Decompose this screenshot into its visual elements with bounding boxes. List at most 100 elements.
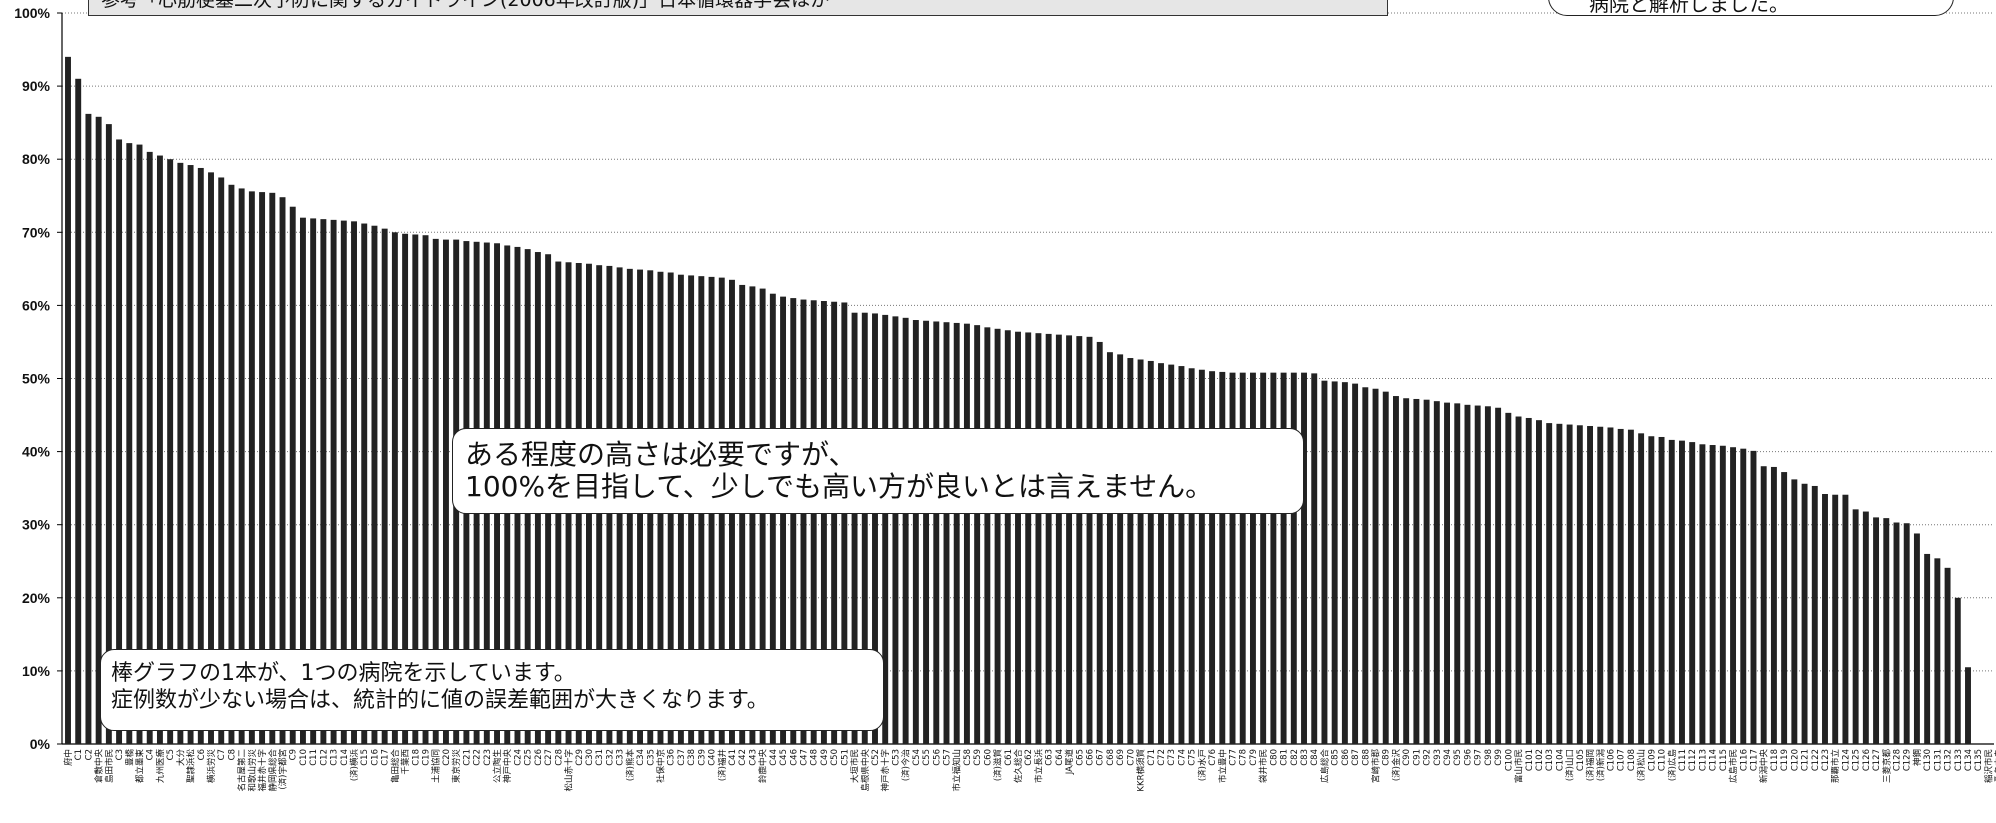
bar bbox=[1525, 417, 1532, 744]
bar bbox=[1352, 383, 1359, 744]
bar bbox=[882, 314, 889, 744]
x-tick-label: C68 bbox=[1106, 749, 1116, 766]
bar bbox=[1893, 522, 1900, 744]
x-tick-label: C84 bbox=[1310, 749, 1320, 766]
bar bbox=[432, 238, 439, 744]
x-tick-label: C72 bbox=[1157, 749, 1167, 766]
bar bbox=[1423, 399, 1430, 744]
x-tick-label: (済)福井 bbox=[717, 749, 728, 781]
y-tick-label: 10% bbox=[22, 663, 51, 679]
bar bbox=[1709, 445, 1716, 744]
x-tick-label: C3 bbox=[115, 749, 125, 760]
x-tick-label: C115 bbox=[1719, 749, 1729, 771]
x-tick-label: C42 bbox=[738, 749, 748, 766]
x-tick-label: C77 bbox=[1229, 749, 1239, 766]
x-tick-label: C7 bbox=[217, 749, 227, 760]
x-tick-label: C73 bbox=[1167, 749, 1177, 766]
x-tick-label: 千葉西 bbox=[400, 749, 411, 775]
x-tick-label: 稲沢市民 bbox=[1983, 749, 1994, 783]
bar bbox=[1341, 382, 1348, 744]
bar bbox=[412, 234, 419, 745]
bar bbox=[105, 124, 112, 744]
x-tick-label: C8 bbox=[227, 749, 237, 760]
x-tick-label: C128 bbox=[1892, 749, 1902, 771]
x-tick-label: C127 bbox=[1872, 749, 1882, 771]
bar bbox=[1188, 368, 1195, 744]
x-tick-label: C122 bbox=[1811, 749, 1821, 771]
bar bbox=[994, 328, 1001, 744]
x-tick-label: C36 bbox=[667, 749, 677, 766]
x-tick-label: C54 bbox=[912, 749, 922, 766]
x-tick-label: C6 bbox=[197, 749, 207, 760]
x-tick-label: C121 bbox=[1801, 749, 1811, 771]
x-tick-label: (済)水戸 bbox=[1197, 749, 1208, 781]
x-tick-label: C53 bbox=[891, 749, 901, 766]
bar bbox=[1719, 445, 1726, 744]
center-callout: ある程度の高さは必要ですが、 100%を目指して、少しでも高い方が良いとは言えま… bbox=[452, 428, 1304, 514]
bar bbox=[167, 159, 174, 744]
x-tick-label: C98 bbox=[1484, 749, 1494, 766]
x-tick-label: 広島市民 bbox=[1728, 749, 1739, 783]
x-tick-label: 名古屋第二 bbox=[237, 749, 248, 792]
bar bbox=[442, 239, 449, 745]
bar bbox=[851, 312, 858, 744]
x-tick-label: C102 bbox=[1535, 749, 1545, 771]
bar bbox=[1934, 558, 1941, 744]
bar bbox=[1004, 330, 1011, 744]
bar bbox=[1536, 420, 1542, 744]
x-tick-label: C71 bbox=[1147, 749, 1157, 766]
x-tick-label: C110 bbox=[1658, 749, 1668, 771]
x-tick-label: C34 bbox=[636, 749, 646, 766]
x-tick-label: C31 bbox=[595, 749, 605, 766]
x-tick-label: 島根県中央 bbox=[860, 749, 871, 792]
x-tick-label: C45 bbox=[779, 749, 789, 766]
bar bbox=[116, 139, 123, 744]
bar bbox=[1668, 439, 1675, 744]
x-tick-label: 豊橋 bbox=[124, 749, 135, 767]
x-tick-label: 広島総合 bbox=[1319, 749, 1330, 784]
bar bbox=[1198, 369, 1205, 744]
x-tick-label: C133 bbox=[1954, 749, 1964, 771]
x-tick-label: C9 bbox=[289, 749, 299, 760]
x-tick-label: 袋井市民 bbox=[1258, 749, 1269, 783]
x-tick-label: 都立墨東 bbox=[135, 749, 146, 784]
bar bbox=[1433, 401, 1440, 744]
center-callout-line-2: 100%を目指して、少しでも高い方が良いとは言えません。 bbox=[465, 470, 1214, 503]
bar bbox=[1750, 450, 1757, 744]
x-tick-label: C116 bbox=[1739, 749, 1749, 771]
x-tick-label: C104 bbox=[1555, 749, 1565, 771]
x-tick-label: C79 bbox=[1249, 749, 1259, 766]
bar bbox=[299, 217, 306, 744]
bar bbox=[1219, 371, 1226, 744]
guideline-reference-note: 参考「心筋梗塞二次予防に関するガイドライン(2006年改訂版)」日本循環器学会ほ… bbox=[88, 0, 1388, 16]
bar bbox=[1301, 372, 1307, 744]
x-tick-label: C89 bbox=[1382, 749, 1392, 766]
bar bbox=[1638, 433, 1645, 744]
x-tick-label: C126 bbox=[1862, 749, 1872, 771]
bar bbox=[126, 143, 133, 745]
x-tick-label: C105 bbox=[1576, 749, 1586, 771]
x-tick-label: C30 bbox=[585, 749, 595, 766]
x-tick-label: C81 bbox=[1280, 749, 1290, 766]
x-tick-label: C60 bbox=[983, 749, 993, 766]
bar bbox=[1331, 381, 1338, 744]
x-tick-label: 神戸赤十字 bbox=[880, 749, 891, 792]
x-tick-label: 新潟中央 bbox=[1759, 749, 1770, 784]
bottom-callout-line-1: 棒グラフの1本が、1つの病院を示しています。 bbox=[111, 661, 576, 686]
bottom-callout-line-2: 症例数が少ない場合は、統計的に値の誤差範囲が大きくなります。 bbox=[111, 688, 769, 713]
x-tick-label: C75 bbox=[1188, 749, 1198, 766]
x-tick-label: 福井赤十字 bbox=[257, 749, 268, 792]
x-tick-label: (済)福岡 bbox=[1585, 749, 1596, 781]
x-tick-label: C88 bbox=[1361, 749, 1371, 766]
bar bbox=[1045, 333, 1052, 744]
x-tick-label: 市立豊中 bbox=[1217, 749, 1228, 783]
bar bbox=[739, 284, 746, 744]
bar bbox=[156, 155, 163, 745]
bar bbox=[259, 192, 266, 745]
bar bbox=[1576, 425, 1583, 744]
bar bbox=[330, 219, 337, 745]
x-tick-label: C19 bbox=[422, 749, 432, 766]
x-tick-label: C55 bbox=[922, 749, 932, 766]
x-tick-label: 東京労災 bbox=[451, 749, 462, 784]
x-tick-label: C125 bbox=[1852, 749, 1862, 771]
